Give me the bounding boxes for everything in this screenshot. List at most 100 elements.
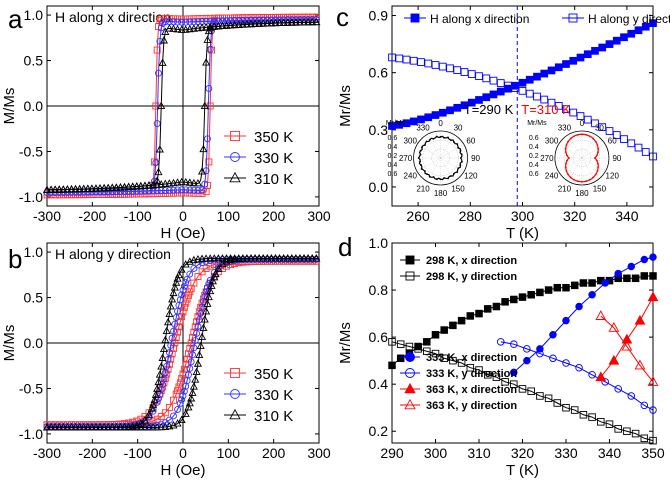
a-data-point	[197, 167, 207, 175]
c-polar-point	[566, 154, 568, 157]
c-polar-point	[588, 178, 591, 181]
a-data-point	[96, 188, 104, 196]
a-data-point	[161, 179, 170, 188]
d-data-point	[588, 371, 596, 379]
d-data-point	[536, 349, 544, 358]
c-data-point	[467, 70, 476, 78]
a-y-tick-label: -1.0	[19, 189, 43, 205]
c-data-point	[634, 143, 643, 152]
c-data-point	[605, 40, 614, 48]
a-data-point	[231, 17, 239, 25]
b-data-point	[287, 254, 296, 262]
d-data-point	[623, 274, 631, 283]
b-data-point	[191, 337, 199, 345]
c-polar-point	[597, 162, 599, 165]
a-data-point	[55, 191, 63, 199]
c-polar-angle-label: 0	[438, 119, 443, 128]
c-data-point	[591, 47, 599, 55]
d-data-point	[523, 356, 531, 365]
c-polar-point	[420, 146, 423, 149]
c-data-point	[482, 74, 491, 83]
b-data-point	[190, 344, 198, 352]
b-data-point	[136, 423, 145, 431]
a-data-point	[91, 184, 101, 192]
c-data-point	[525, 89, 534, 98]
a-data-point	[108, 188, 116, 196]
d-data-point	[631, 429, 640, 438]
b-data-point	[238, 254, 247, 262]
a-data-point	[144, 181, 154, 189]
b-data-point	[272, 255, 279, 263]
b-y-tick-label: 1.0	[24, 244, 44, 260]
c-polar-point	[585, 180, 587, 183]
c-polar-angle-label: 180	[575, 189, 589, 198]
c-data-point	[620, 33, 628, 42]
b-y-tick-label: 0.0	[24, 335, 44, 351]
c-data-point	[540, 95, 549, 104]
b-data-point	[149, 423, 158, 431]
b-data-point	[153, 384, 162, 392]
d-data-point	[575, 363, 583, 372]
a-data-point	[165, 179, 174, 187]
a-data-point	[157, 187, 165, 195]
d-data-point	[570, 406, 579, 414]
a-data-point	[104, 183, 113, 192]
a-data-point	[157, 101, 166, 110]
b-data-point	[176, 296, 184, 304]
a-x-tick-label: 200	[262, 208, 286, 224]
b-data-point	[259, 254, 268, 262]
a-data-point	[295, 18, 305, 26]
d-data-point	[640, 255, 649, 264]
a-data-point	[173, 24, 182, 33]
d-series-5	[595, 310, 659, 386]
b-data-point	[183, 295, 191, 303]
a-data-point	[283, 18, 292, 26]
c-data-point	[576, 53, 585, 62]
b-legend-label: 350 K	[254, 366, 293, 383]
b-data-point	[263, 254, 272, 262]
c-legend-marker	[410, 13, 420, 23]
b-data-point	[168, 334, 176, 342]
b-data-point	[170, 327, 177, 335]
b-data-point	[189, 382, 198, 390]
d-data-point	[388, 361, 396, 370]
b-data-point	[210, 254, 219, 262]
c-polar-point	[417, 157, 420, 159]
a-data-point	[300, 13, 308, 21]
b-data-point	[206, 254, 215, 262]
b-data-point	[83, 423, 92, 431]
b-data-point	[276, 255, 284, 263]
panel-label-d: d	[338, 232, 352, 262]
c-data-point	[453, 103, 462, 112]
c-polar-point	[450, 175, 452, 177]
d-data-point	[608, 321, 620, 332]
a-data-point	[239, 16, 247, 24]
a-data-point	[161, 27, 170, 35]
a-x-tick-label: 0	[179, 208, 187, 224]
a-data-point	[177, 25, 186, 33]
c-data-point	[446, 106, 454, 115]
c-polar-point	[592, 137, 595, 140]
c-y-tick-label: 0.9	[369, 8, 389, 24]
c-series-x	[388, 19, 657, 130]
d-data-point	[497, 338, 505, 346]
a-data-point	[165, 186, 173, 194]
d-legend-marker	[405, 255, 415, 265]
c-data-point	[475, 96, 483, 104]
b-x-axis-label: H (Oe)	[161, 462, 206, 479]
d-legend-label: 333 K, y direction	[426, 368, 517, 380]
b-data-point	[170, 412, 177, 420]
c-polar-point	[449, 139, 452, 142]
c-polar-point	[566, 159, 568, 162]
a-data-point	[153, 120, 161, 128]
a-data-point	[112, 183, 121, 191]
a-data-point	[161, 186, 169, 194]
a-x-tick-label: -300	[33, 208, 61, 224]
b-data-point	[226, 254, 235, 262]
d-x-tick-label: 320	[511, 445, 535, 461]
panel-d-remanence-cooling: 290 300 310 320 330 340 350 0.2 0.4 0.6 0.8 1.0 T (K…	[337, 235, 665, 479]
b-data-point	[304, 255, 312, 263]
d-data-point	[601, 279, 609, 287]
c-polar-spoke	[558, 157, 583, 172]
b-data-point	[168, 294, 177, 303]
